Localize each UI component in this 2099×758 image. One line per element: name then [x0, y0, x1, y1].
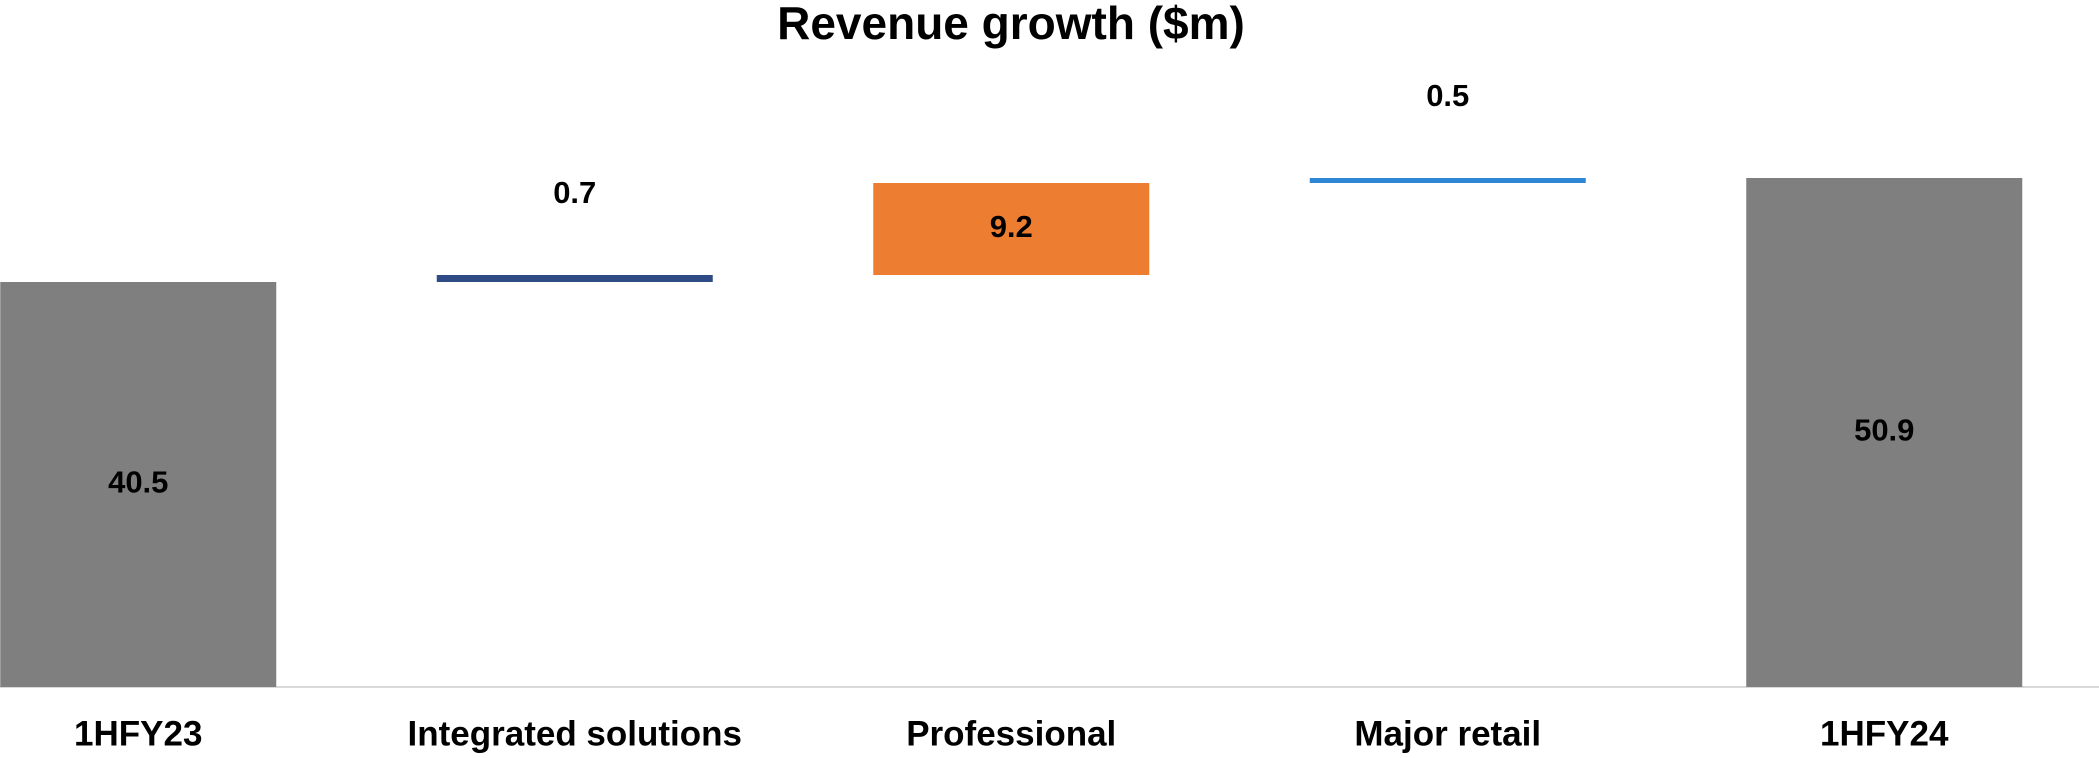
data-label: 0.7 [553, 175, 596, 210]
x-tick-label: Integrated solutions [408, 714, 742, 753]
bar [436, 275, 713, 282]
chart-title: Revenue growth ($m) [777, 0, 1245, 49]
x-tick-label: Major retail [1354, 714, 1541, 753]
data-label: 40.5 [108, 465, 168, 500]
x-tick-label: 1HFY23 [74, 714, 202, 753]
bar [1746, 178, 2023, 687]
x-tick-label: 1HFY24 [1820, 714, 1949, 753]
data-label: 9.2 [990, 209, 1033, 244]
bar [873, 183, 1150, 275]
data-label: 0.5 [1426, 78, 1469, 113]
data-label: 50.9 [1854, 413, 1914, 448]
bar [1309, 178, 1586, 183]
bar [0, 282, 277, 687]
x-tick-label: Professional [906, 714, 1116, 753]
